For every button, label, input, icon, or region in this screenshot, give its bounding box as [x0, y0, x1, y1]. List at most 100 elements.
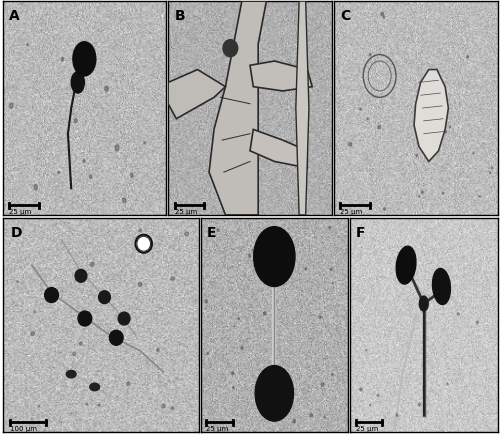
Ellipse shape [458, 313, 459, 315]
Ellipse shape [332, 283, 334, 284]
Ellipse shape [74, 119, 78, 124]
Ellipse shape [232, 387, 234, 389]
Ellipse shape [34, 312, 35, 313]
Polygon shape [250, 62, 312, 92]
Ellipse shape [171, 407, 173, 409]
Ellipse shape [370, 55, 371, 56]
Text: 25 μm: 25 μm [340, 209, 362, 215]
Ellipse shape [422, 192, 424, 194]
Ellipse shape [473, 153, 474, 155]
Text: A: A [9, 9, 20, 23]
Ellipse shape [444, 132, 446, 134]
Ellipse shape [378, 126, 380, 129]
Ellipse shape [324, 416, 325, 418]
Ellipse shape [31, 332, 34, 335]
Ellipse shape [253, 250, 254, 253]
Ellipse shape [73, 352, 76, 355]
Ellipse shape [322, 383, 324, 386]
Ellipse shape [139, 230, 141, 232]
Ellipse shape [418, 196, 420, 197]
Ellipse shape [115, 146, 119, 152]
Ellipse shape [349, 143, 352, 147]
Ellipse shape [217, 230, 219, 232]
Circle shape [98, 291, 110, 304]
Ellipse shape [396, 414, 398, 417]
Ellipse shape [38, 405, 40, 407]
Text: 25 μm: 25 μm [174, 209, 197, 215]
Ellipse shape [305, 268, 306, 270]
Ellipse shape [396, 247, 416, 284]
Ellipse shape [80, 342, 82, 345]
Ellipse shape [367, 119, 368, 120]
Text: B: B [174, 9, 186, 23]
Circle shape [44, 288, 59, 303]
Text: E: E [206, 225, 216, 239]
Ellipse shape [104, 87, 108, 92]
Ellipse shape [476, 321, 478, 324]
Ellipse shape [328, 227, 330, 229]
Ellipse shape [447, 383, 448, 385]
Ellipse shape [162, 404, 165, 408]
Circle shape [78, 311, 92, 326]
Ellipse shape [138, 283, 142, 287]
Ellipse shape [171, 277, 174, 281]
Ellipse shape [366, 350, 367, 351]
Ellipse shape [58, 172, 60, 174]
Ellipse shape [248, 255, 250, 257]
Polygon shape [414, 70, 448, 162]
Ellipse shape [90, 263, 94, 267]
Ellipse shape [17, 281, 18, 283]
Ellipse shape [420, 296, 428, 311]
Ellipse shape [27, 45, 28, 47]
Polygon shape [209, 2, 266, 215]
Ellipse shape [242, 347, 243, 349]
Ellipse shape [90, 383, 100, 391]
Ellipse shape [383, 17, 384, 19]
Ellipse shape [72, 72, 85, 94]
Ellipse shape [320, 316, 321, 319]
Polygon shape [296, 2, 309, 215]
Text: C: C [340, 9, 350, 23]
Ellipse shape [332, 374, 333, 375]
Ellipse shape [384, 208, 386, 211]
Ellipse shape [418, 403, 420, 406]
Ellipse shape [83, 160, 85, 163]
Ellipse shape [467, 56, 468, 59]
Polygon shape [250, 130, 308, 168]
Circle shape [137, 237, 150, 252]
Text: 25 μm: 25 μm [356, 425, 378, 431]
Ellipse shape [86, 403, 88, 405]
Ellipse shape [90, 176, 92, 179]
Polygon shape [168, 70, 226, 119]
Ellipse shape [156, 349, 160, 352]
Ellipse shape [432, 269, 450, 305]
Ellipse shape [264, 312, 266, 315]
Ellipse shape [126, 382, 130, 385]
Ellipse shape [62, 58, 64, 62]
Circle shape [255, 366, 294, 421]
Circle shape [110, 331, 123, 345]
Text: 100 μm: 100 μm [10, 425, 38, 431]
Ellipse shape [144, 142, 146, 145]
Ellipse shape [98, 404, 100, 406]
Circle shape [136, 235, 152, 253]
Ellipse shape [185, 233, 188, 237]
Text: D: D [10, 225, 22, 239]
Ellipse shape [73, 43, 96, 77]
Ellipse shape [34, 185, 37, 191]
Circle shape [118, 312, 130, 325]
Ellipse shape [207, 352, 208, 355]
Ellipse shape [66, 371, 76, 378]
Ellipse shape [360, 388, 362, 391]
Ellipse shape [260, 242, 262, 245]
Text: 25 μm: 25 μm [9, 209, 32, 215]
Ellipse shape [54, 289, 57, 293]
Ellipse shape [381, 13, 384, 16]
Ellipse shape [293, 420, 296, 423]
Ellipse shape [123, 198, 126, 203]
Ellipse shape [416, 155, 418, 157]
Ellipse shape [290, 262, 292, 265]
Circle shape [75, 270, 87, 283]
Ellipse shape [10, 104, 13, 109]
Ellipse shape [90, 46, 92, 49]
